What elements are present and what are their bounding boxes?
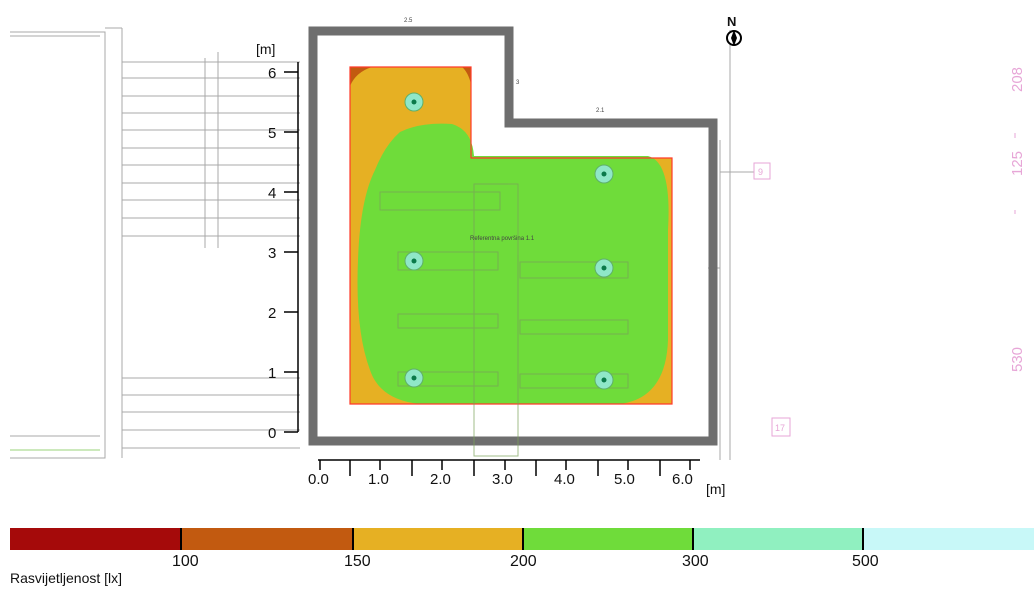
svg-text:17: 17 (775, 423, 785, 433)
x-tick-label: 5.0 (614, 471, 635, 488)
x-tick-label: 0.0 (308, 471, 329, 488)
x-tick-label: 2.0 (430, 471, 451, 488)
side-label: 530 (1009, 347, 1026, 372)
legend-swatch (694, 528, 864, 550)
dimension-label: 2.1 (596, 108, 605, 114)
legend-value: 500 (852, 553, 879, 570)
legend-value: 200 (510, 553, 537, 570)
x-axis-unit: [m] (706, 481, 725, 497)
y-tick-label: 2 (268, 305, 276, 322)
pink-tag: 17 (771, 417, 791, 437)
legend-value: 300 (682, 553, 709, 570)
illuminance-legend-bar (10, 528, 1034, 550)
furniture-outlines (379, 183, 629, 457)
legend-title: Rasvijetljenost [lx] (10, 570, 123, 586)
legend-swatch (524, 528, 694, 550)
legend-swatch (10, 528, 182, 550)
pink-tag: 9 (753, 162, 771, 180)
y-tick-label: 0 (268, 425, 276, 442)
zone-200-300 (357, 123, 669, 405)
luminaires (404, 92, 614, 390)
x-tick-label: 3.0 (492, 471, 513, 488)
x-tick-label: 4.0 (554, 471, 575, 488)
y-axis-unit: [m] (256, 41, 275, 57)
room-label: Referentna površina 1.1 (470, 236, 535, 242)
y-axis (284, 62, 299, 433)
legend-swatch (354, 528, 524, 550)
zone-100-150-corner-left (350, 67, 372, 86)
y-tick-label: 1 (268, 365, 276, 382)
legend-value: 100 (172, 553, 199, 570)
north-label: N (727, 14, 736, 29)
y-tick-label: 5 (268, 125, 276, 142)
x-axis (318, 459, 700, 476)
stair-drawing (10, 27, 760, 460)
y-tick-label: 4 (268, 185, 276, 202)
y-tick-label: 6 (268, 65, 276, 82)
dimension-label: 2.5 (404, 18, 413, 24)
room-outline (349, 66, 673, 405)
zone-100-150-corner-right (462, 67, 471, 84)
x-tick-label: 6.0 (672, 471, 693, 488)
legend-value: 150 (344, 553, 371, 570)
legend-swatch (864, 528, 1034, 550)
north-arrow-icon: N (726, 14, 742, 46)
svg-text:9: 9 (758, 167, 763, 177)
legend-swatch (182, 528, 354, 550)
dimension-label: 3 (516, 80, 520, 86)
side-label: 208 (1009, 67, 1026, 92)
y-tick-label: 3 (268, 245, 276, 262)
side-label: 125 (1009, 151, 1026, 176)
x-tick-label: 1.0 (368, 471, 389, 488)
